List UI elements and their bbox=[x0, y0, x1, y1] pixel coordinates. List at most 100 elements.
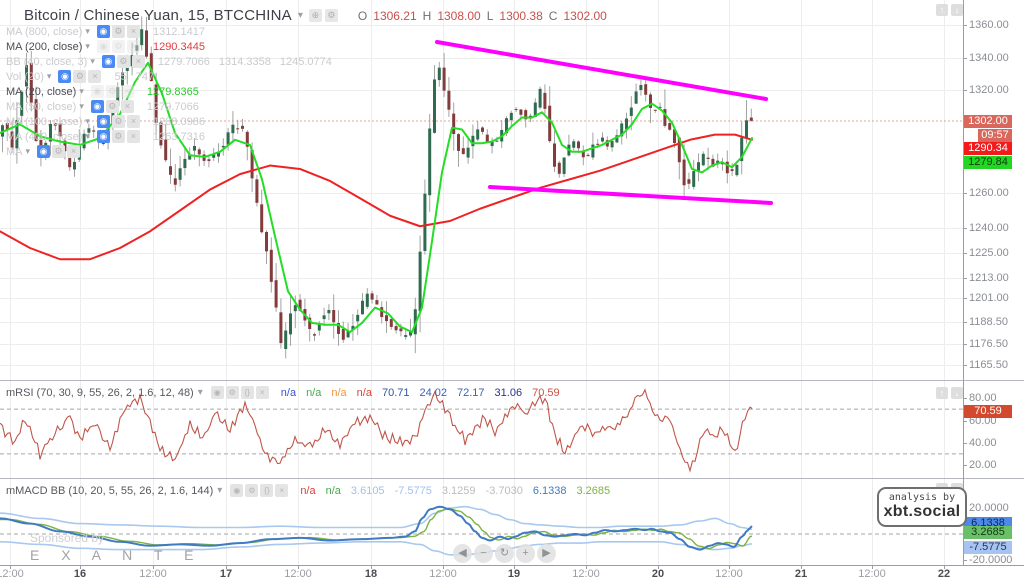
close-icon[interactable]: × bbox=[126, 130, 140, 143]
close-icon[interactable]: × bbox=[88, 70, 102, 83]
legend-row: Vol (20) ▾ ◉ ⚙ × 55 747 bbox=[6, 69, 332, 84]
indicator-label[interactable]: MA (100, close) bbox=[6, 115, 83, 128]
chevron-down-icon[interactable]: ▾ bbox=[46, 71, 52, 81]
chevron-down-icon[interactable]: ▾ bbox=[25, 146, 31, 156]
chevron-down-icon[interactable]: ▾ bbox=[85, 131, 90, 141]
pan-left-button[interactable]: ◀ bbox=[453, 544, 472, 563]
pane-down-button[interactable]: ↓ bbox=[951, 4, 963, 16]
eye-icon[interactable]: ◉ bbox=[96, 130, 110, 143]
close-icon[interactable]: × bbox=[120, 100, 134, 113]
gear-icon[interactable]: ⚙ bbox=[111, 40, 125, 53]
rsi-title[interactable]: mRSI (70, 30, 9, 55, 26, 2, 1.6, 12, 48) bbox=[6, 386, 194, 399]
close-icon[interactable]: × bbox=[126, 115, 140, 128]
indicator-values: 1279.8365 bbox=[147, 86, 199, 98]
indicator-value: 1279.7066 bbox=[157, 55, 210, 68]
eye-icon[interactable]: ◉ bbox=[96, 40, 110, 53]
eye-icon[interactable]: ◉ bbox=[210, 386, 224, 399]
pan-right-button[interactable]: ▶ bbox=[537, 544, 556, 563]
close-icon[interactable]: × bbox=[275, 484, 289, 497]
eye-icon[interactable]: ◉ bbox=[37, 145, 51, 158]
indicator-label[interactable]: MA bbox=[6, 145, 23, 158]
ohlc-value: 1302.00 bbox=[563, 8, 607, 23]
add-icon[interactable]: ⊕ bbox=[308, 9, 322, 22]
zoom-in-button[interactable]: + bbox=[516, 544, 535, 563]
indicator-label[interactable]: Vol (20) bbox=[6, 70, 44, 83]
indicator-values: 1312.1417 bbox=[153, 26, 205, 38]
symbol-title[interactable]: Bitcoin / Chinese Yuan, 15, BTCCHINA bbox=[24, 7, 292, 24]
eye-icon[interactable]: ◉ bbox=[96, 115, 110, 128]
gear-icon[interactable]: ⚙ bbox=[111, 25, 125, 38]
indicator-values: 1279.7066 bbox=[147, 101, 199, 113]
legend-row: MA (800, close) ▾ ◉ ⚙ × 1312.1417 bbox=[6, 24, 332, 39]
gear-icon[interactable]: ⚙ bbox=[111, 130, 125, 143]
indicator-label[interactable]: MA (20, close) bbox=[6, 85, 77, 98]
gear-icon[interactable]: ⚙ bbox=[225, 386, 239, 399]
chevron-down-icon[interactable]: ▾ bbox=[85, 26, 90, 36]
indicator-value: 70.71 bbox=[381, 386, 410, 399]
chevron-down-icon[interactable]: ▾ bbox=[79, 101, 84, 111]
pane-down-button[interactable]: ↓ bbox=[951, 387, 963, 399]
pane-separator[interactable] bbox=[0, 380, 1024, 381]
eye-icon[interactable]: ◉ bbox=[96, 25, 110, 38]
indicator-controls: ◉ ⚙ × bbox=[96, 40, 140, 53]
watermark[interactable]: analysis by xbt.social bbox=[877, 487, 967, 527]
pane-button-group: ↑↓ bbox=[936, 387, 963, 399]
rsi-tick-label: 80.00 bbox=[969, 392, 997, 404]
close-icon[interactable]: × bbox=[120, 85, 134, 98]
time-tick-label: 16 bbox=[73, 568, 87, 580]
watermark-line2: xbt.social bbox=[883, 503, 961, 520]
eye-icon[interactable]: ◉ bbox=[101, 55, 115, 68]
close-icon[interactable]: × bbox=[126, 25, 140, 38]
source-code-icon[interactable]: {} bbox=[260, 484, 274, 497]
chevron-down-icon[interactable]: ▾ bbox=[197, 387, 203, 398]
indicator-label[interactable]: BB (40, close, 3) bbox=[6, 55, 88, 68]
gear-icon[interactable]: ⚙ bbox=[105, 100, 119, 113]
eye-icon[interactable]: ◉ bbox=[230, 484, 244, 497]
source-code-icon[interactable]: {} bbox=[240, 386, 254, 399]
indicator-value: 1290.3445 bbox=[152, 40, 205, 53]
chevron-down-icon[interactable]: ▾ bbox=[90, 56, 95, 66]
close-icon[interactable]: × bbox=[255, 386, 269, 399]
indicator-controls: ◉ ⚙ × bbox=[90, 85, 134, 98]
close-icon[interactable]: × bbox=[67, 145, 81, 158]
ohlc-value: 1300.38 bbox=[499, 8, 543, 23]
pane-separator[interactable] bbox=[0, 478, 1024, 479]
chevron-down-icon[interactable]: ▾ bbox=[79, 86, 84, 96]
chart-nav-buttons: ◀ − ↻ + ▶ bbox=[453, 544, 556, 563]
pane-up-button[interactable]: ↑ bbox=[936, 387, 948, 399]
indicator-label[interactable]: MA (400, close) bbox=[6, 130, 83, 143]
chevron-down-icon[interactable]: ▾ bbox=[297, 10, 303, 21]
gear-icon[interactable]: ⚙ bbox=[111, 115, 125, 128]
gear-icon[interactable]: ⚙ bbox=[245, 484, 259, 497]
indicator-value: 1312.1417 bbox=[152, 25, 205, 38]
rsi-values: n/a n/a n/a n/a 70.71 24.02 72.17 31.06 70.59 bbox=[281, 387, 560, 399]
zoom-out-button[interactable]: − bbox=[474, 544, 493, 563]
indicator-value: n/a bbox=[306, 386, 322, 399]
price-tick-label: 1176.50 bbox=[969, 338, 1008, 350]
indicator-label[interactable]: MA (50, close) bbox=[6, 100, 77, 113]
rsi-tick-label: 20.00 bbox=[969, 459, 997, 471]
chevron-down-icon[interactable]: ▾ bbox=[85, 116, 90, 126]
close-icon[interactable]: × bbox=[126, 40, 140, 53]
time-tick-label: 22 bbox=[937, 568, 951, 580]
eye-icon[interactable]: ◉ bbox=[90, 100, 104, 113]
close-icon[interactable]: × bbox=[131, 55, 145, 68]
gear-icon[interactable]: ⚙ bbox=[52, 145, 66, 158]
gear-icon[interactable]: ⚙ bbox=[105, 85, 119, 98]
ma20-price-badge: 1279.84 bbox=[964, 156, 1012, 169]
settings-icon[interactable]: ⚙ bbox=[324, 9, 338, 22]
gear-icon[interactable]: ⚙ bbox=[116, 55, 130, 68]
reset-zoom-button[interactable]: ↻ bbox=[495, 544, 514, 563]
indicator-label[interactable]: MA (200, close) bbox=[6, 40, 83, 53]
rsi-tick-label: 40.00 bbox=[969, 437, 997, 449]
chevron-down-icon[interactable]: ▾ bbox=[217, 485, 223, 496]
macd-title[interactable]: mMACD BB (10, 20, 5, 55, 26, 2, 1.6, 144… bbox=[6, 484, 214, 497]
gear-icon[interactable]: ⚙ bbox=[73, 70, 87, 83]
indicator-label[interactable]: MA (800, close) bbox=[6, 25, 83, 38]
indicator-value: 3.2685 bbox=[576, 484, 611, 497]
pane-up-button[interactable]: ↑ bbox=[936, 4, 948, 16]
eye-icon[interactable]: ◉ bbox=[58, 70, 72, 83]
eye-icon[interactable]: ◉ bbox=[90, 85, 104, 98]
chevron-down-icon[interactable]: ▾ bbox=[85, 41, 90, 51]
macd-lower-badge: -7.5775 bbox=[964, 541, 1012, 554]
